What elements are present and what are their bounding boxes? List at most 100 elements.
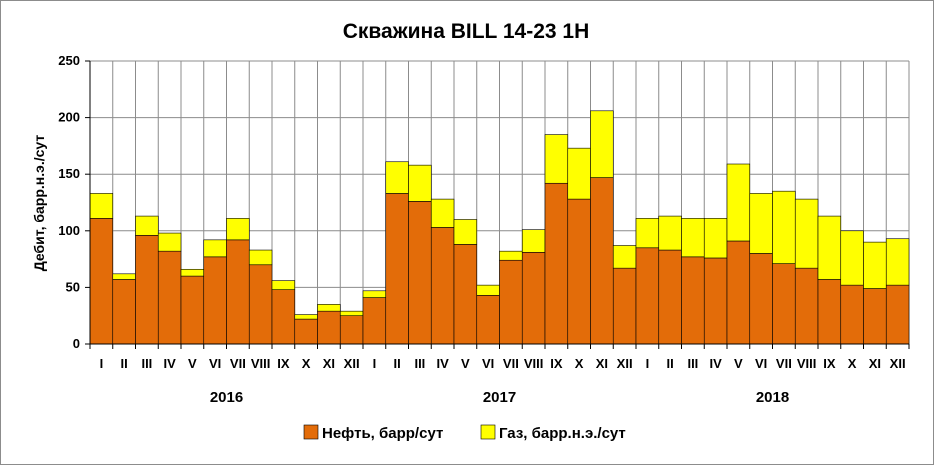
oil-bar [135,235,159,345]
legend-swatch-gas [480,424,496,440]
y-tick-label: 250 [58,53,80,68]
x-tick-label: VI [209,356,221,371]
y-tick-label: 50 [66,279,80,294]
x-tick-label: IV [436,356,449,371]
x-tick-label: III [687,356,698,371]
gas-bar [135,215,159,236]
x-tick-labels: I II III IV V VI VII VIII IX X XI XII I II III IV V VI VII… [100,356,906,371]
x-tick-label: V [188,356,197,371]
oil-bar [863,288,887,345]
x-tick-label: V [734,356,743,371]
gas-bar [294,314,318,320]
gas-bar [226,218,250,241]
x-tick-label: VII [503,356,519,371]
year-labels: 2016 2017 2018 [210,389,789,406]
legend-label-oil: Нефть, барр/сут [322,425,443,442]
oil-bar [635,247,660,345]
oil-bar [772,263,796,345]
oil-bar [749,253,773,345]
year-label: 2018 [756,389,789,406]
x-tick-label: VII [776,356,792,371]
gas-bar [385,161,409,194]
oil-bar [408,201,432,345]
oil-bar [567,198,591,345]
gas-bar [635,218,660,249]
x-tick-label: IV [709,356,722,371]
x-tick-label: X [575,356,584,371]
x-tick-label: X [848,356,857,371]
x-tick-label: IV [163,356,176,371]
x-tick-label: XII [617,356,633,371]
oil-bar [339,315,364,345]
x-tick-label: VIII [251,356,271,371]
gas-bar [157,232,182,252]
gas-bar [703,218,728,259]
gas-bar [772,190,796,264]
gas-bar [499,250,523,261]
x-tick-label: IX [550,356,563,371]
x-tick-label: XI [323,356,335,371]
gas-bar [567,147,591,200]
oil-bar [681,256,705,345]
chart-title: Скважина BILL 14-23 1H [343,20,589,43]
oil-bar [248,264,273,345]
oil-bar [453,244,478,345]
gas-bar [180,268,205,277]
legend-label-gas: Газ, барр.н.э./сут [499,425,626,442]
oil-bar [885,284,910,345]
oil-bar [521,252,546,345]
oil-bar [703,257,728,345]
gas-bar [817,215,842,280]
gas-bar [794,198,819,269]
x-tick-label: XI [869,356,881,371]
gas-bar [726,163,751,242]
oil-bar [430,227,455,345]
gas-bar [863,241,887,289]
y-axis-label: Дебит, барр.н.э./сут [31,135,47,272]
gas-bar [430,198,455,228]
oil-bar [817,279,842,345]
gas-bar [658,215,682,251]
gas-bar [521,229,546,253]
y-tick-label: 150 [58,166,80,181]
x-tick-label: III [141,356,152,371]
oil-bar [476,295,500,345]
x-tick-label: VI [755,356,767,371]
gas-bar [544,134,569,184]
gas-bar [339,310,364,316]
x-tick-label: VIII [797,356,817,371]
x-tick-label: IX [277,356,290,371]
gas-bar [885,238,910,286]
year-label: 2016 [210,389,243,406]
x-tick-label: V [461,356,470,371]
gas-bar [749,193,773,254]
oil-bar [385,193,409,345]
y-tick-label: 200 [58,110,80,125]
legend: Нефть, барр/сут Газ, барр.н.э./сут [303,424,626,442]
x-tick-label: I [100,356,104,371]
x-tick-label: XII [344,356,360,371]
x-tick-label: I [646,356,650,371]
oil-bar [726,240,751,345]
gas-bar [590,110,614,178]
gas-bar [203,239,227,258]
oil-bar [157,250,182,345]
oil-bar [271,289,296,345]
x-tick-label: VI [482,356,494,371]
gas-bar [248,249,273,266]
y-tick-labels: 0 50 100 150 200 250 [58,53,80,351]
x-tick-label: I [373,356,377,371]
bars-layer [89,110,910,345]
oil-bar [180,275,205,345]
x-tick-label: XI [596,356,608,371]
axes-layer [85,60,910,349]
oil-bar [89,218,114,345]
y-tick-label: 0 [73,336,80,351]
gas-bar [89,193,114,219]
oil-bar [226,239,250,345]
gas-bar [362,290,387,298]
x-tick-label: X [302,356,311,371]
y-tick-label: 100 [58,223,80,238]
